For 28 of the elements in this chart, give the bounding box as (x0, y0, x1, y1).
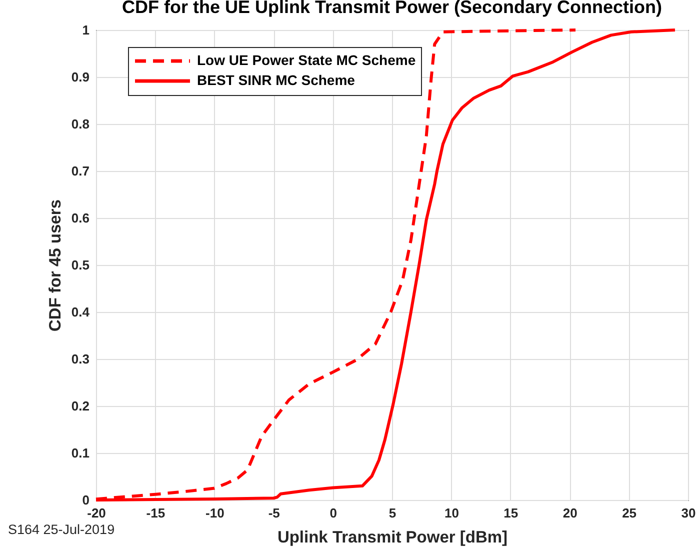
y-tick-label: 0.1 (71, 446, 90, 460)
x-tick-label: 5 (388, 506, 396, 520)
y-tick-label: 1 (82, 22, 90, 38)
x-axis-title: Uplink Transmit Power [dBm] (277, 528, 508, 546)
x-tick-label: 15 (504, 506, 518, 520)
y-tick-label: 0.3 (71, 352, 90, 366)
x-tick-label: -10 (206, 506, 224, 520)
legend-label: Low UE Power State MC Scheme (197, 52, 416, 68)
y-tick-label: 0 (82, 492, 90, 508)
y-tick-label: 0.7 (71, 164, 90, 178)
x-tick-label: 10 (444, 506, 459, 520)
y-tick-label: 0.5 (71, 258, 90, 272)
legend-label: BEST SINR MC Scheme (197, 72, 356, 88)
y-tick-label: 0.2 (71, 398, 90, 414)
x-tick-label: -5 (268, 506, 280, 520)
y-tick-label: 0.4 (71, 304, 90, 320)
y-axis-title: CDF for 45 users (46, 199, 64, 332)
x-tick-label: -20 (87, 506, 106, 520)
x-tick-label: 30 (681, 506, 696, 520)
x-tick-label: 0 (330, 506, 337, 520)
x-tick-label: -15 (146, 506, 166, 520)
y-tick-label: 0.6 (71, 210, 90, 226)
y-tick-label: 0.8 (71, 116, 90, 132)
chart-title: CDF for the UE Uplink Transmit Power (Secondary Connection) (122, 0, 662, 17)
text: S164 25-Jul-2019 (8, 522, 115, 537)
y-tick-label: 0.9 (71, 70, 90, 84)
x-tick-label: 25 (622, 506, 637, 520)
x-tick-label: 20 (562, 506, 578, 520)
